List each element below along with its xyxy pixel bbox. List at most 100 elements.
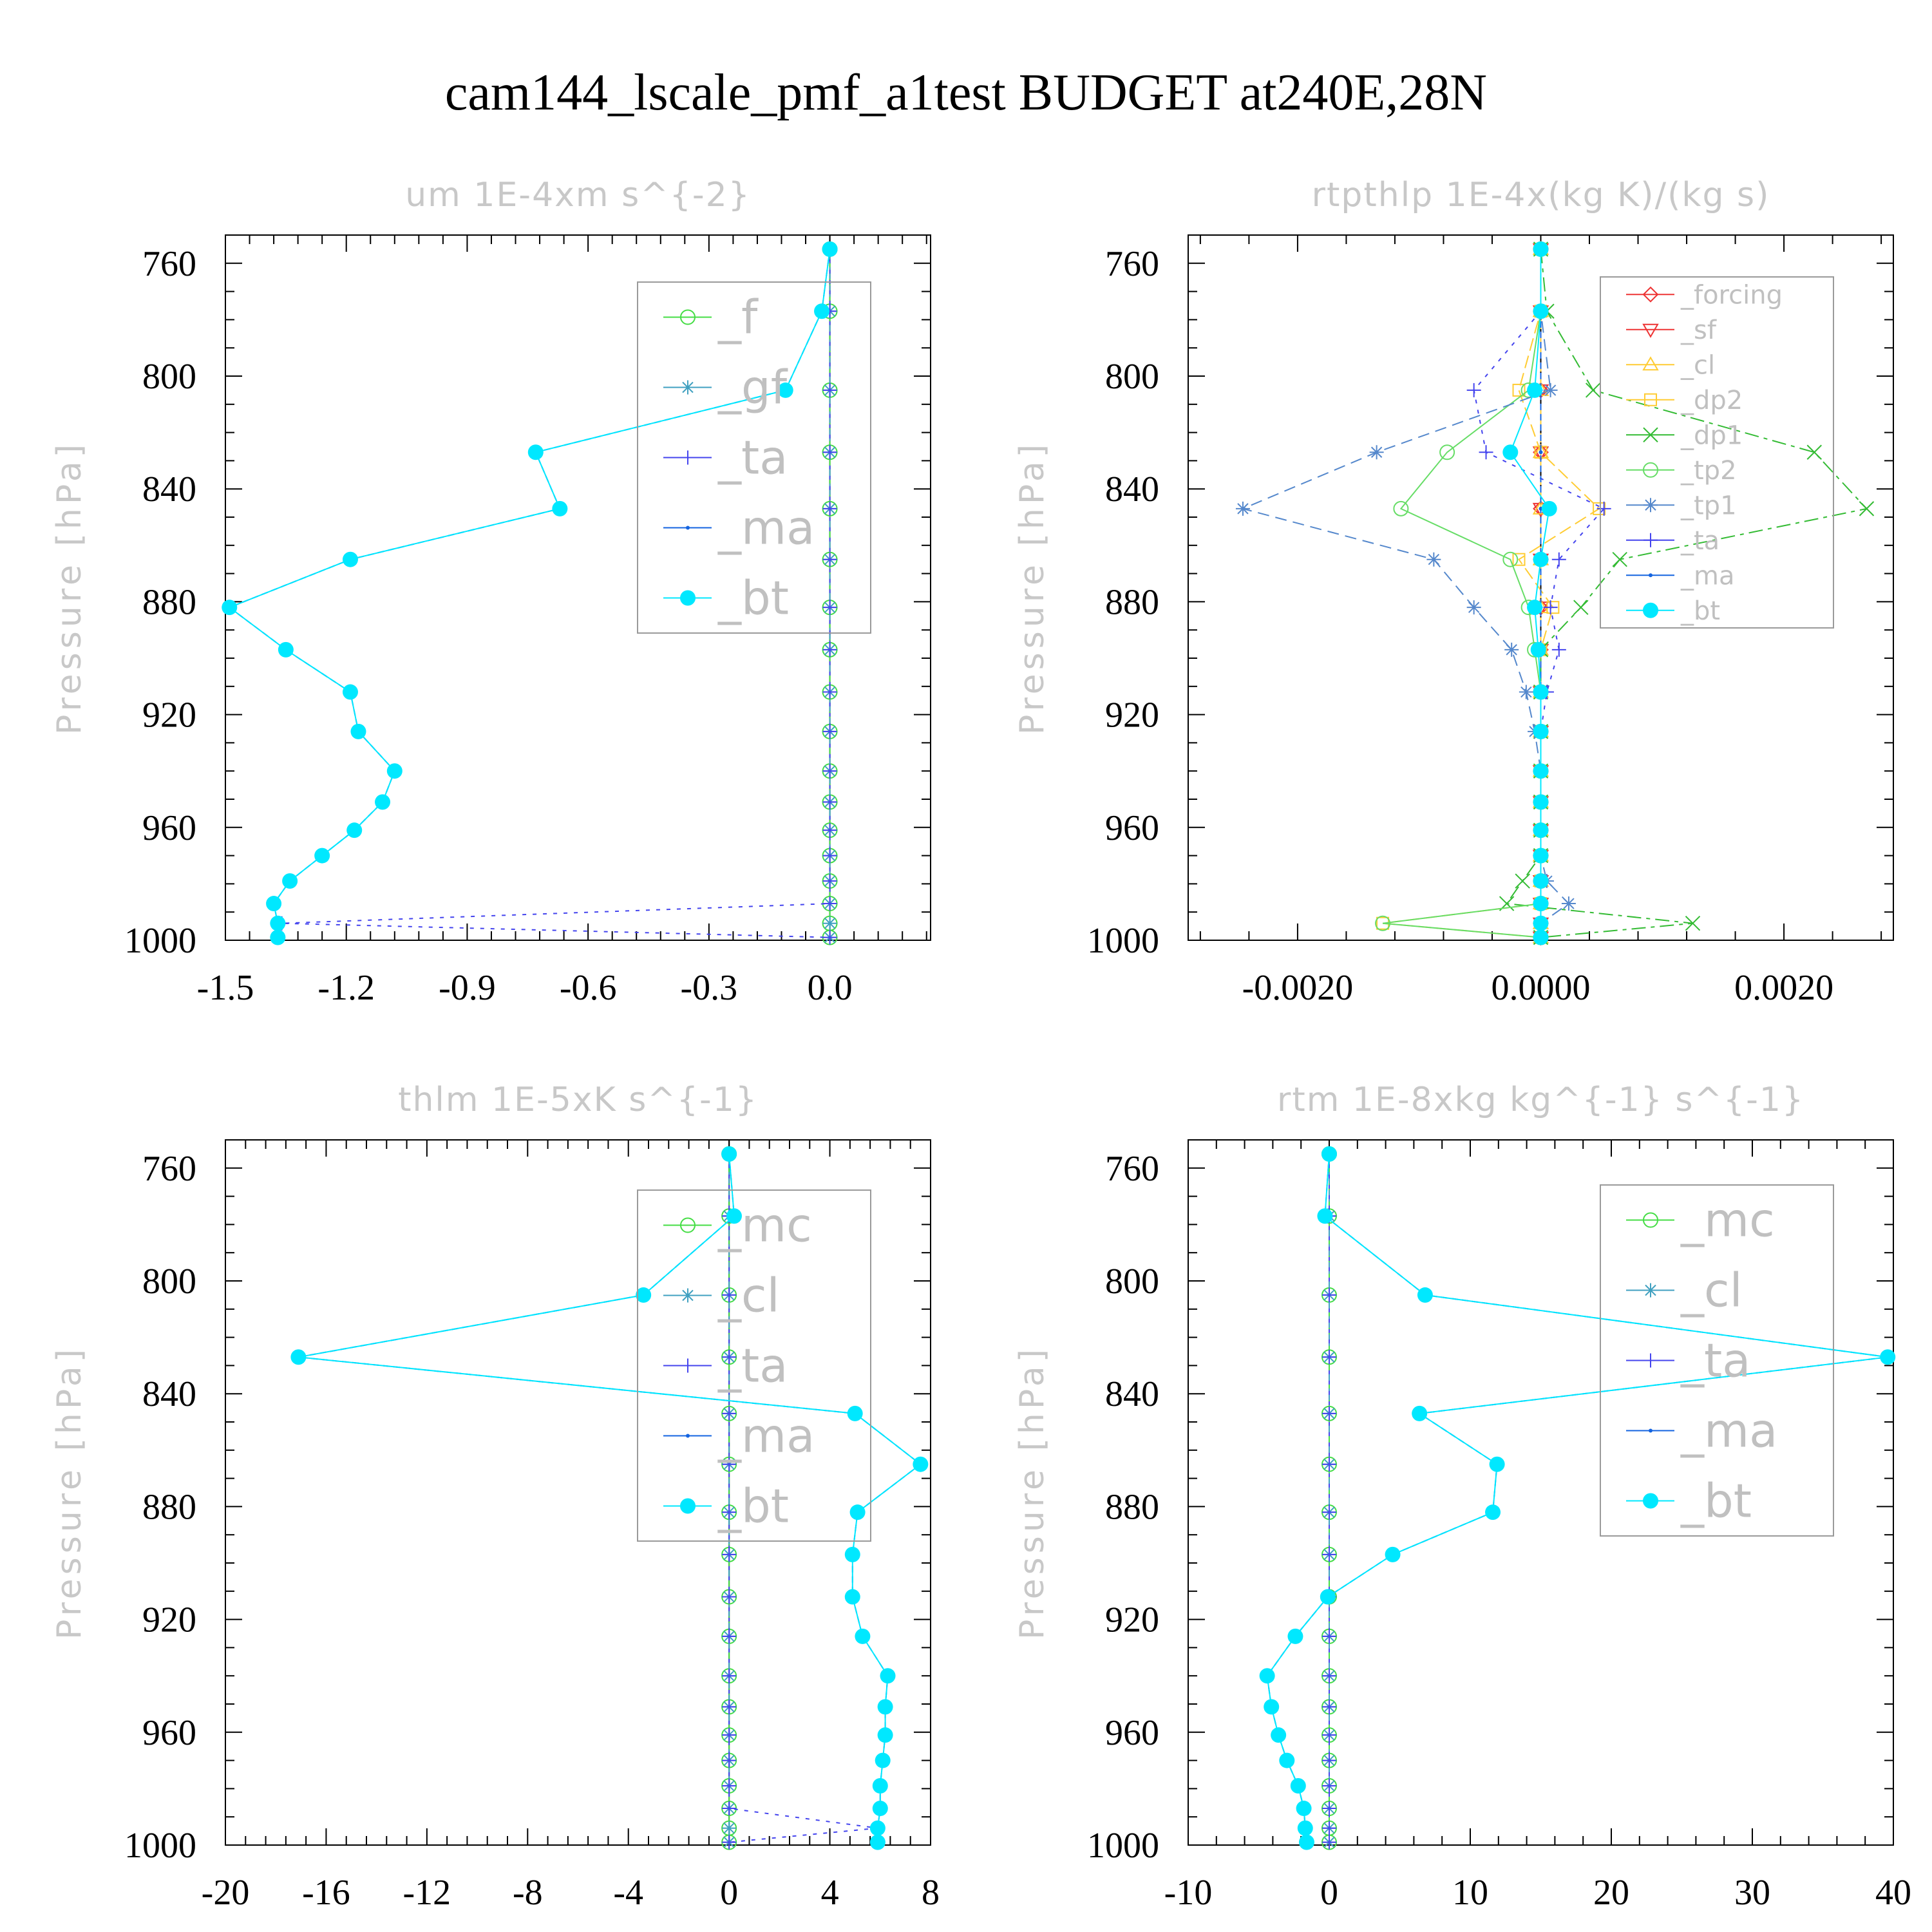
x-tick-label: -0.9 (439, 968, 496, 1008)
legend-entry: _bt (1626, 1474, 1752, 1528)
data-point (1317, 1208, 1333, 1224)
y-tick-label: 1000 (1087, 1826, 1159, 1866)
data-point (1385, 1546, 1401, 1562)
data-point (855, 1628, 871, 1644)
x-tick-label: -0.3 (681, 968, 738, 1008)
data-point (1279, 1752, 1295, 1768)
legend-label: _mc (717, 1198, 812, 1253)
y-tick-label: 760 (142, 244, 196, 284)
x-tick-label: 0.0 (808, 968, 853, 1008)
data-point (1502, 444, 1519, 460)
data-point (822, 685, 837, 699)
legend-label: _cl (1680, 350, 1715, 380)
data-point (722, 1505, 737, 1520)
y-tick-label: 920 (142, 1600, 196, 1640)
y-tick-label: 760 (1105, 244, 1159, 284)
series-bt (1502, 241, 1557, 945)
legend-marker (681, 450, 695, 465)
data-point (1533, 848, 1549, 864)
data-point (822, 724, 837, 739)
series-line (1505, 249, 1868, 938)
data-point (822, 874, 837, 889)
legend-entry: _ma (1626, 561, 1734, 591)
legend-box (637, 281, 871, 634)
y-tick-label: 840 (1105, 1374, 1159, 1414)
data-point (872, 1801, 888, 1817)
legend-entry: _cl (663, 1269, 780, 1323)
panel-title: thlm 1E-5xK s^{-1} (398, 1081, 758, 1119)
series-line (1473, 249, 1605, 938)
data-point (1479, 445, 1493, 460)
y-tick-label: 960 (142, 1713, 196, 1753)
legend-marker (1649, 573, 1653, 578)
data-point (722, 1287, 737, 1302)
data-point (722, 1589, 737, 1604)
y-tick-label: 840 (142, 469, 196, 509)
x-tick-label: 30 (1734, 1873, 1770, 1913)
data-point (877, 1727, 893, 1743)
data-point (822, 600, 837, 615)
data-point (1533, 794, 1549, 810)
x-tick-label: -20 (202, 1873, 250, 1913)
data-point (875, 1752, 891, 1768)
x-tick-label: -12 (403, 1873, 451, 1913)
legend-marker (1642, 286, 1659, 303)
data-point (1685, 916, 1701, 931)
data-point (1551, 642, 1566, 657)
data-point (869, 1820, 886, 1836)
data-point (278, 641, 294, 658)
data-point (722, 1457, 737, 1472)
data-point (1533, 241, 1549, 257)
y-tick-label: 840 (1105, 469, 1159, 509)
y-tick-label: 1000 (124, 921, 196, 961)
x-tick-label: 0.0020 (1734, 968, 1833, 1008)
data-point (722, 1801, 737, 1816)
series-line (1266, 1153, 1888, 1842)
x-tick-label: -0.6 (560, 968, 617, 1008)
data-point (1573, 600, 1589, 615)
data-point (1320, 1589, 1336, 1605)
data-point (1369, 445, 1384, 460)
legend-label: _dp1 (1680, 421, 1743, 450)
data-point (822, 501, 837, 516)
legend-entry: _ma (663, 501, 815, 555)
legend-marker (686, 1434, 690, 1438)
data-point (722, 1753, 737, 1768)
legend-box (1600, 276, 1834, 629)
data-point (1533, 723, 1549, 739)
series-ma (1265, 1151, 1890, 1844)
data-point (1859, 501, 1875, 516)
data-point (375, 794, 391, 810)
data-point (1585, 383, 1601, 398)
data-point (822, 383, 837, 397)
legend-marker (1643, 533, 1658, 547)
legend-label: _tp1 (1680, 491, 1737, 520)
data-point (1322, 1669, 1336, 1683)
y-tick-label: 1000 (1087, 921, 1159, 961)
data-point (1322, 1753, 1336, 1768)
legend-entry: _ta (1626, 526, 1719, 556)
data-point (1485, 1504, 1501, 1520)
data-point (1290, 1778, 1306, 1794)
y-tick-label: 920 (142, 696, 196, 735)
data-point (1259, 1668, 1275, 1684)
data-point (1466, 600, 1481, 615)
data-point (1515, 873, 1530, 889)
data-point (1539, 450, 1543, 455)
data-point (1417, 1287, 1433, 1303)
series-ta (1466, 242, 1611, 945)
data-point (1533, 929, 1549, 945)
data-point (880, 1668, 896, 1684)
data-point (342, 551, 358, 567)
legend-entry: _dp1 (1626, 421, 1743, 450)
plot-frame (1188, 1139, 1894, 1846)
legend-marker (680, 1217, 696, 1233)
legend-marker (1643, 1493, 1658, 1509)
data-point (1527, 600, 1543, 616)
y-tick-label: 760 (142, 1149, 196, 1189)
data-point (1322, 1629, 1336, 1643)
data-point (1322, 1457, 1336, 1472)
y-tick-label: 800 (1105, 357, 1159, 397)
series-bt (290, 1146, 929, 1850)
